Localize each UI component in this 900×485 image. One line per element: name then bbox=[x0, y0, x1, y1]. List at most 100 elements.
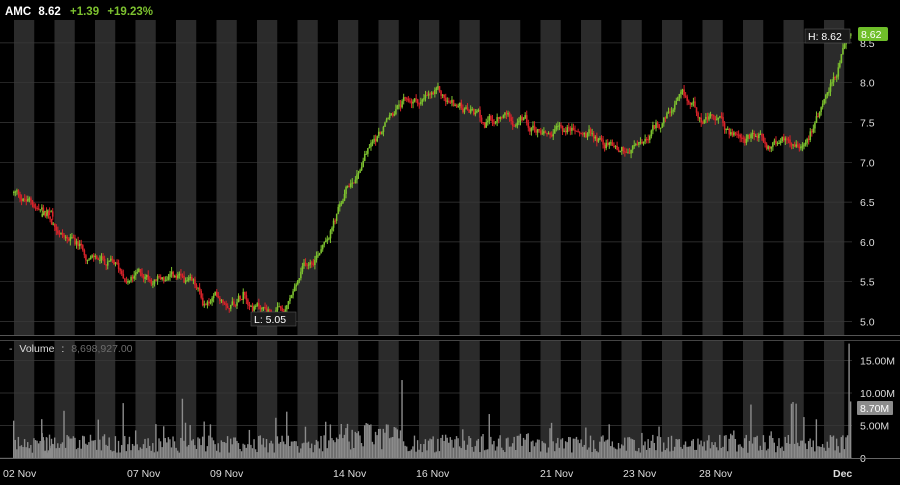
candle-body bbox=[814, 122, 816, 129]
candle-body bbox=[784, 138, 787, 141]
candle-body bbox=[561, 125, 564, 132]
volume-bar bbox=[441, 434, 444, 458]
candle-body bbox=[683, 89, 685, 96]
volume-bar bbox=[97, 419, 99, 458]
candle-body bbox=[102, 256, 104, 259]
volume-bar bbox=[359, 435, 361, 458]
volume-bar bbox=[600, 436, 603, 458]
volume-bar bbox=[387, 424, 389, 458]
candle-body bbox=[363, 154, 366, 161]
candle-body bbox=[572, 127, 575, 131]
volume-bar bbox=[192, 439, 194, 458]
candle-body bbox=[401, 101, 403, 108]
candle-body bbox=[74, 237, 76, 245]
candle-body bbox=[728, 128, 731, 135]
candle-body bbox=[592, 133, 595, 139]
candle-body bbox=[663, 117, 665, 124]
volume-bar bbox=[152, 443, 154, 458]
candle-body bbox=[203, 304, 206, 306]
candle-body bbox=[370, 142, 372, 147]
candle-body bbox=[231, 301, 234, 305]
volume-bar bbox=[119, 452, 121, 458]
volume-bar bbox=[440, 437, 442, 458]
volume-legend: - Volume : 8,698,927.00 bbox=[9, 343, 133, 355]
candle-body bbox=[85, 255, 87, 261]
candle-body bbox=[564, 130, 567, 133]
candle-body bbox=[762, 136, 765, 142]
candle-body bbox=[254, 306, 257, 308]
candle-body bbox=[630, 149, 632, 154]
volume-bar bbox=[529, 452, 531, 458]
candle-body bbox=[362, 160, 364, 167]
volume-bar bbox=[463, 440, 466, 458]
volume-bar bbox=[381, 449, 383, 458]
candle-body bbox=[164, 280, 167, 282]
candle-body bbox=[717, 117, 720, 120]
volume-bar bbox=[469, 438, 472, 458]
volume-bar bbox=[476, 440, 478, 458]
volume-bar bbox=[295, 441, 297, 458]
candle-body bbox=[477, 109, 480, 111]
candle-body bbox=[772, 142, 774, 147]
volume-bar bbox=[82, 435, 84, 458]
volume-bar bbox=[698, 444, 701, 458]
candle-body bbox=[597, 138, 600, 142]
volume-bar bbox=[173, 441, 176, 458]
volume-bar bbox=[622, 445, 624, 458]
candle-body bbox=[169, 274, 171, 277]
candle-body bbox=[96, 256, 98, 260]
volume-bar bbox=[435, 451, 437, 458]
candle-body bbox=[541, 133, 544, 135]
candle-body bbox=[652, 125, 654, 131]
candle-body bbox=[747, 135, 749, 139]
volume-bar bbox=[133, 445, 135, 458]
candle-body bbox=[505, 112, 508, 115]
volume-bar bbox=[474, 446, 476, 458]
candle-body bbox=[726, 128, 729, 130]
volume-bar bbox=[820, 447, 822, 458]
volume-bar bbox=[226, 436, 229, 458]
volume-bar bbox=[457, 438, 459, 458]
volume-bar bbox=[772, 438, 774, 458]
candle-body bbox=[48, 211, 51, 213]
candle-body bbox=[786, 138, 788, 140]
volume-bar bbox=[787, 434, 790, 458]
volume-bar bbox=[180, 437, 182, 458]
candle-body bbox=[177, 275, 179, 279]
candle-body bbox=[150, 279, 153, 285]
volume-bar bbox=[374, 431, 377, 458]
candle-body bbox=[675, 100, 678, 105]
volume-bar bbox=[351, 429, 353, 458]
volume-bar bbox=[335, 437, 338, 458]
volume-bar bbox=[273, 452, 275, 458]
volume-bar bbox=[550, 422, 553, 458]
volume-bar bbox=[379, 428, 381, 458]
date-tick-label: 07 Nov bbox=[127, 468, 161, 480]
low-marker-label: L: 5.05 bbox=[254, 314, 286, 326]
candle-body bbox=[832, 76, 835, 83]
candle-body bbox=[303, 262, 305, 267]
date-tick-label: 02 Nov bbox=[3, 468, 37, 480]
candle-body bbox=[72, 237, 75, 239]
candle-body bbox=[410, 101, 413, 104]
volume-bar bbox=[120, 445, 123, 458]
candle-body bbox=[698, 117, 701, 119]
candle-body bbox=[360, 166, 363, 171]
candle-body bbox=[686, 96, 688, 101]
volume-bar bbox=[432, 436, 434, 458]
volume-bar bbox=[247, 444, 249, 458]
volume-bar bbox=[611, 441, 614, 458]
candle-body bbox=[700, 117, 703, 123]
volume-bar bbox=[17, 436, 20, 458]
volume-bar bbox=[708, 435, 710, 458]
volume-bar bbox=[608, 424, 610, 458]
volume-bar bbox=[37, 443, 40, 458]
volume-bar bbox=[187, 445, 190, 458]
volume-bar bbox=[444, 434, 447, 458]
volume-bar bbox=[438, 451, 441, 458]
volume-bar bbox=[388, 438, 391, 458]
candle-body bbox=[455, 104, 458, 107]
candle-body bbox=[555, 126, 558, 130]
candle-body bbox=[307, 264, 310, 266]
candle-body bbox=[692, 101, 695, 103]
